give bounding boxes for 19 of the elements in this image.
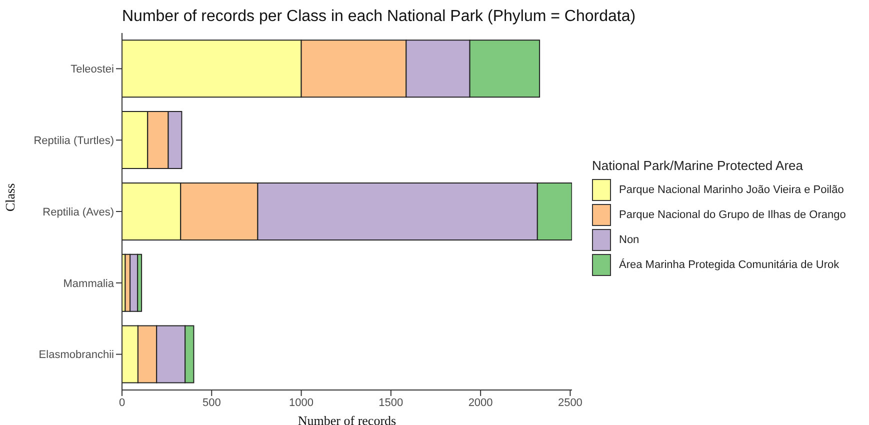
legend-title: National Park/Marine Protected Area (592, 158, 804, 173)
x-axis-title: Number of records (298, 413, 396, 425)
y-tick-label: Elasmobranchii (38, 349, 114, 362)
chart-title: Number of records per Class in each National Park (Phylum = Chordata) (122, 8, 636, 26)
y-axis-title: Class (2, 183, 18, 212)
x-tick-label: 500 (202, 396, 221, 409)
legend-label: Parque Nacional do Grupo de Ilhas de Orango (619, 208, 846, 220)
y-tick-label: Teleostei (70, 64, 114, 76)
y-tick-label: Reptilia (Turtles) (34, 135, 114, 148)
legend-label: Área Marinha Protegida Comunitária de Urok (619, 258, 840, 270)
legend-label: Non (619, 234, 640, 246)
x-tick-label: 2500 (558, 396, 582, 409)
legend-label: Parque Nacional Marinho João Vieira e Poilão (619, 184, 844, 196)
x-tick-label: 0 (118, 396, 126, 409)
y-tick-label: Reptilia (Aves) (42, 206, 114, 218)
x-tick-label: 2000 (468, 396, 493, 409)
x-tick-label: 1000 (289, 396, 314, 409)
y-tick-label: Mammalia (63, 278, 115, 290)
x-tick-label: 1500 (378, 396, 404, 409)
